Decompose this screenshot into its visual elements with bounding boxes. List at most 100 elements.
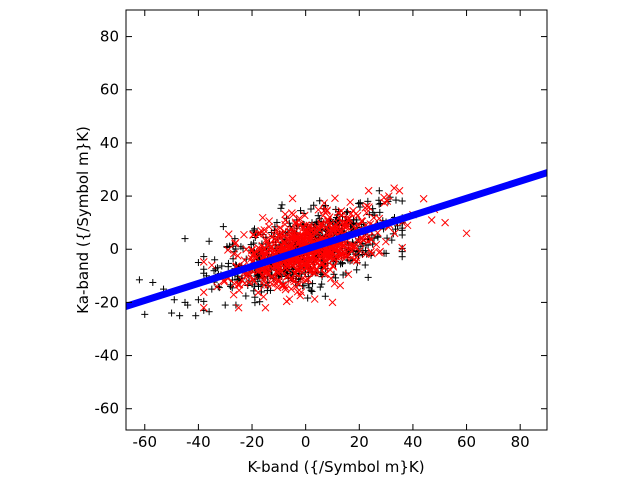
plus-point [184, 301, 192, 309]
cross-point [268, 280, 276, 288]
cross-point [329, 263, 338, 271]
cross-point [325, 213, 334, 221]
plot-frame [125, 9, 548, 431]
plus-point [256, 298, 264, 306]
plus-point [398, 253, 406, 261]
cross-point [317, 220, 326, 229]
cross-point [280, 280, 288, 289]
cross-point [250, 250, 259, 259]
cross-point [331, 194, 339, 203]
cross-point [249, 231, 257, 239]
plus-point [250, 225, 258, 233]
plus-point [332, 205, 340, 213]
cross-point [304, 266, 313, 274]
cross-point [233, 251, 242, 260]
cross-point [240, 279, 249, 288]
cross-point [242, 245, 251, 254]
cross-point [280, 238, 289, 246]
cross-point [246, 271, 254, 279]
cross-point [330, 246, 339, 254]
cross-point [345, 215, 354, 223]
cross-point [359, 235, 368, 244]
cross-point [213, 282, 222, 291]
cross-point [259, 292, 268, 301]
cross-point [299, 222, 307, 231]
cross-point [339, 250, 347, 259]
cross-point [390, 184, 399, 192]
plus-point [392, 196, 400, 204]
x-tick-label: -40 [186, 433, 211, 451]
cross-point [350, 256, 358, 264]
cross-point [298, 238, 306, 246]
cross-point [357, 217, 366, 225]
plus-point [229, 255, 237, 263]
cross-point [301, 232, 310, 241]
cross-point [289, 275, 298, 284]
plus-point [304, 280, 312, 288]
cross-point [309, 268, 318, 277]
cross-point [336, 281, 345, 290]
cross-point [298, 275, 306, 283]
cross-point [320, 199, 329, 207]
y-tick-label: 60 [100, 81, 119, 99]
cross-point [358, 235, 366, 243]
cross-point [254, 288, 262, 297]
cross-point [339, 240, 348, 249]
plus-point [375, 187, 383, 195]
plus-point [307, 205, 315, 213]
fit-line [126, 169, 547, 310]
x-tick-label: 80 [511, 433, 530, 451]
plus-point [339, 260, 347, 268]
plus-point [308, 288, 316, 296]
cross-point [283, 242, 292, 251]
cross-point [199, 257, 208, 266]
plus-point [374, 232, 382, 240]
cross-point [319, 259, 327, 268]
cross-point [240, 256, 249, 265]
y-tick-label: 20 [100, 187, 119, 205]
cross-point [294, 215, 303, 224]
cross-point [266, 243, 275, 252]
cross-point [276, 231, 284, 239]
cross-point [265, 217, 274, 225]
cross-point [260, 277, 268, 285]
cross-point [380, 198, 389, 207]
cross-point [281, 216, 290, 225]
plus-point [278, 201, 286, 209]
cross-point [368, 249, 376, 258]
plus-point [364, 273, 372, 281]
cross-point [291, 269, 300, 277]
y-tick-label: -40 [95, 347, 120, 365]
cross-point [258, 213, 267, 222]
cross-point [229, 249, 238, 258]
cross-point [372, 240, 381, 249]
plus-point [212, 265, 220, 273]
cross-point [312, 257, 320, 265]
cross-point [346, 198, 355, 207]
plus-point [339, 271, 347, 279]
plus-point [304, 294, 312, 302]
cross-point [284, 272, 292, 280]
plus-point [231, 235, 239, 243]
cross-point [291, 282, 300, 291]
cross-point [320, 270, 329, 279]
cross-point [229, 290, 238, 299]
plus-point [149, 278, 157, 286]
cross-point [296, 239, 304, 247]
plus-point [170, 296, 178, 304]
y-tick-label: 0 [109, 240, 119, 258]
cross-point [282, 297, 291, 306]
cross-point [337, 249, 345, 258]
plus-point [218, 262, 226, 270]
plus-point [277, 204, 285, 212]
plus-point [365, 211, 373, 219]
cross-point [319, 211, 328, 220]
plus-point [332, 274, 340, 282]
plus-point [242, 292, 250, 300]
plus-point [205, 237, 213, 245]
plus-point [318, 280, 326, 288]
cross-point [258, 249, 266, 257]
plus-point [364, 197, 372, 205]
cross-point [361, 250, 370, 259]
